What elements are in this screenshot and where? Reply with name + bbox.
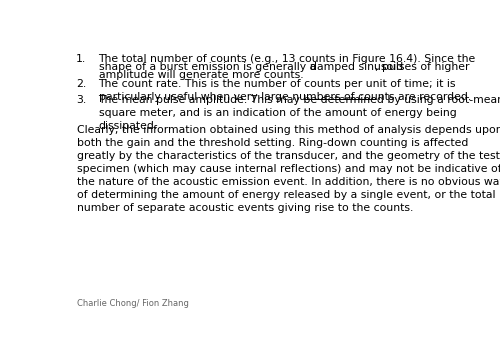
- Text: 2.: 2.: [76, 79, 86, 89]
- Text: 3.: 3.: [76, 95, 86, 105]
- Text: 1.: 1.: [76, 54, 86, 64]
- Text: The count rate. This is the number of counts per unit of time; it is
particularl: The count rate. This is the number of co…: [98, 79, 471, 102]
- Text: , pulses of higher: , pulses of higher: [375, 62, 470, 72]
- Text: damped sinusoid: damped sinusoid: [310, 62, 403, 72]
- Text: shape of a burst emission is generally a: shape of a burst emission is generally a: [98, 62, 320, 72]
- Text: Charlie Chong/ Fion Zhang: Charlie Chong/ Fion Zhang: [77, 299, 189, 308]
- Text: The total number of counts (e.g., 13 counts in Figure 16.4). Since the: The total number of counts (e.g., 13 cou…: [98, 54, 476, 64]
- Text: Clearly, the information obtained using this method of analysis depends upon
bot: Clearly, the information obtained using …: [77, 125, 500, 213]
- Text: amplitude will generate more counts.: amplitude will generate more counts.: [98, 70, 303, 80]
- Text: The mean pulse amplitude. This may be determined by using a root-mean
square met: The mean pulse amplitude. This may be de…: [98, 95, 500, 131]
